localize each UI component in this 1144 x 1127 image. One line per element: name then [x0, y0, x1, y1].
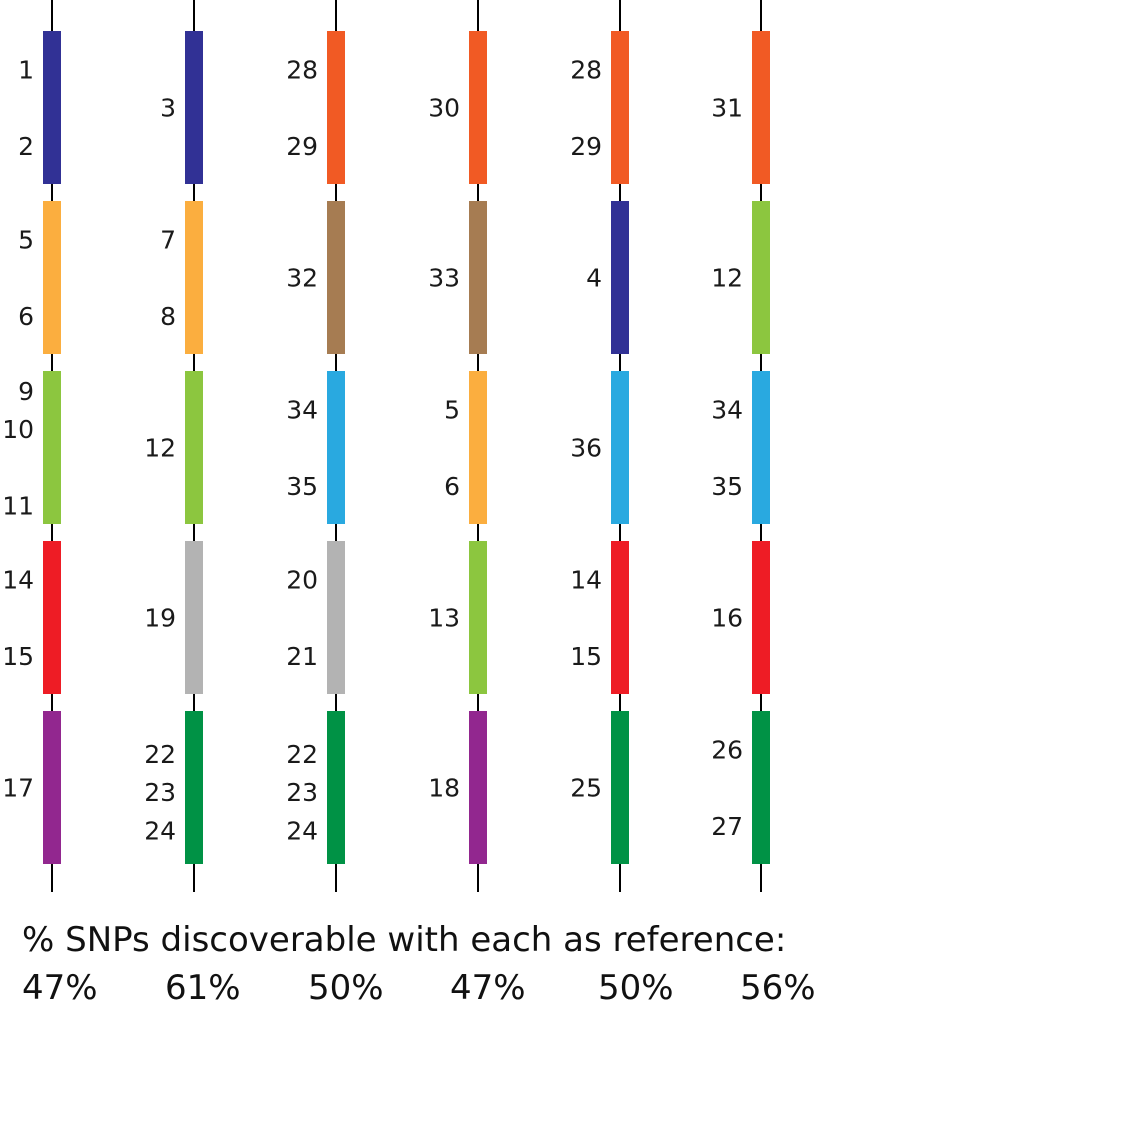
segment-green [327, 711, 345, 864]
percentage-col-2: 61% [165, 968, 241, 1008]
segment-label: 1 [18, 55, 34, 84]
segment-label: 22 [286, 740, 318, 769]
segment-label: 8 [160, 302, 176, 331]
segment-purple [469, 711, 487, 864]
haplotype-column-5: 28 29 4 36 14 15 25 [570, 0, 629, 892]
segment-red [752, 541, 770, 694]
segment-label: 29 [286, 132, 318, 161]
haplotype-column-2: 3 7 8 12 19 22 23 24 [144, 0, 203, 892]
segment-lime [185, 371, 203, 524]
segment-orange_light [469, 371, 487, 524]
segment-label: 28 [570, 55, 602, 84]
segment-green [752, 711, 770, 864]
segment-label: 6 [444, 472, 460, 501]
segment-label: 10 [2, 415, 34, 444]
segment-label: 31 [711, 94, 743, 123]
segment-label: 12 [711, 264, 743, 293]
segment-lime [752, 201, 770, 354]
caption: % SNPs discoverable with each as referen… [22, 920, 787, 960]
haplotype-column-6: 31 12 34 35 16 26 27 [711, 0, 770, 892]
segment-label: 36 [570, 434, 602, 463]
segment-sky [327, 371, 345, 524]
segment-label: 29 [570, 132, 602, 161]
segment-sky [752, 371, 770, 524]
segment-label: 28 [286, 55, 318, 84]
segment-label: 19 [144, 604, 176, 633]
segment-navy [43, 31, 61, 184]
segment-label: 23 [286, 778, 318, 807]
segment-red [611, 541, 629, 694]
segment-gray [327, 541, 345, 694]
segment-label: 9 [18, 377, 34, 406]
segment-label: 21 [286, 642, 318, 671]
segment-label: 12 [144, 434, 176, 463]
segment-orange_light [43, 201, 61, 354]
segment-label: 3 [160, 94, 176, 123]
haplotype-column-4: 30 33 5 6 13 18 [428, 0, 487, 892]
segment-label: 27 [711, 812, 743, 841]
segment-orange_light [185, 201, 203, 354]
segment-navy [611, 201, 629, 354]
segment-orange [327, 31, 345, 184]
segment-orange [752, 31, 770, 184]
segment-label: 6 [18, 302, 34, 331]
segment-gray [185, 541, 203, 694]
segment-brown [327, 201, 345, 354]
segment-green [185, 711, 203, 864]
segment-orange [469, 31, 487, 184]
haplotype-column-1: 1 2 5 6 9 10 11 14 15 17 [2, 0, 61, 892]
segment-label: 24 [144, 816, 176, 845]
segment-label: 34 [711, 395, 743, 424]
segment-label: 15 [570, 642, 602, 671]
segment-purple [43, 711, 61, 864]
segment-label: 22 [144, 740, 176, 769]
segment-label: 15 [2, 642, 34, 671]
percentage-col-1: 47% [22, 968, 98, 1008]
segment-red [43, 541, 61, 694]
percentage-col-4: 47% [450, 968, 526, 1008]
segment-label: 30 [428, 94, 460, 123]
segment-label: 23 [144, 778, 176, 807]
segment-label: 35 [711, 472, 743, 501]
segment-label: 35 [286, 472, 318, 501]
percentage-col-3: 50% [308, 968, 384, 1008]
segment-label: 17 [2, 774, 34, 803]
segment-label: 34 [286, 395, 318, 424]
haplotype-diagram: 1256910111415173781219222324282932343520… [2, 0, 770, 892]
segment-label: 14 [2, 565, 34, 594]
segment-label: 16 [711, 604, 743, 633]
segment-label: 13 [428, 604, 460, 633]
segment-green [611, 711, 629, 864]
segment-label: 24 [286, 816, 318, 845]
segment-orange [611, 31, 629, 184]
segment-sky [611, 371, 629, 524]
segment-label: 20 [286, 565, 318, 594]
segment-label: 5 [18, 225, 34, 254]
segment-label: 32 [286, 264, 318, 293]
segment-label: 26 [711, 735, 743, 764]
segment-label: 33 [428, 264, 460, 293]
segment-label: 5 [444, 395, 460, 424]
percentage-col-5: 50% [598, 968, 674, 1008]
segment-label: 18 [428, 774, 460, 803]
segment-label: 25 [570, 774, 602, 803]
segment-lime [43, 371, 61, 524]
segment-navy [185, 31, 203, 184]
segment-label: 7 [160, 225, 176, 254]
segment-label: 2 [18, 132, 34, 161]
segment-brown [469, 201, 487, 354]
segment-lime [469, 541, 487, 694]
segment-label: 11 [2, 492, 34, 521]
haplotype-column-3: 28 29 32 34 35 20 21 22 23 24 [286, 0, 345, 892]
percentage-col-6: 56% [740, 968, 816, 1008]
segment-label: 14 [570, 565, 602, 594]
segment-label: 4 [586, 264, 602, 293]
